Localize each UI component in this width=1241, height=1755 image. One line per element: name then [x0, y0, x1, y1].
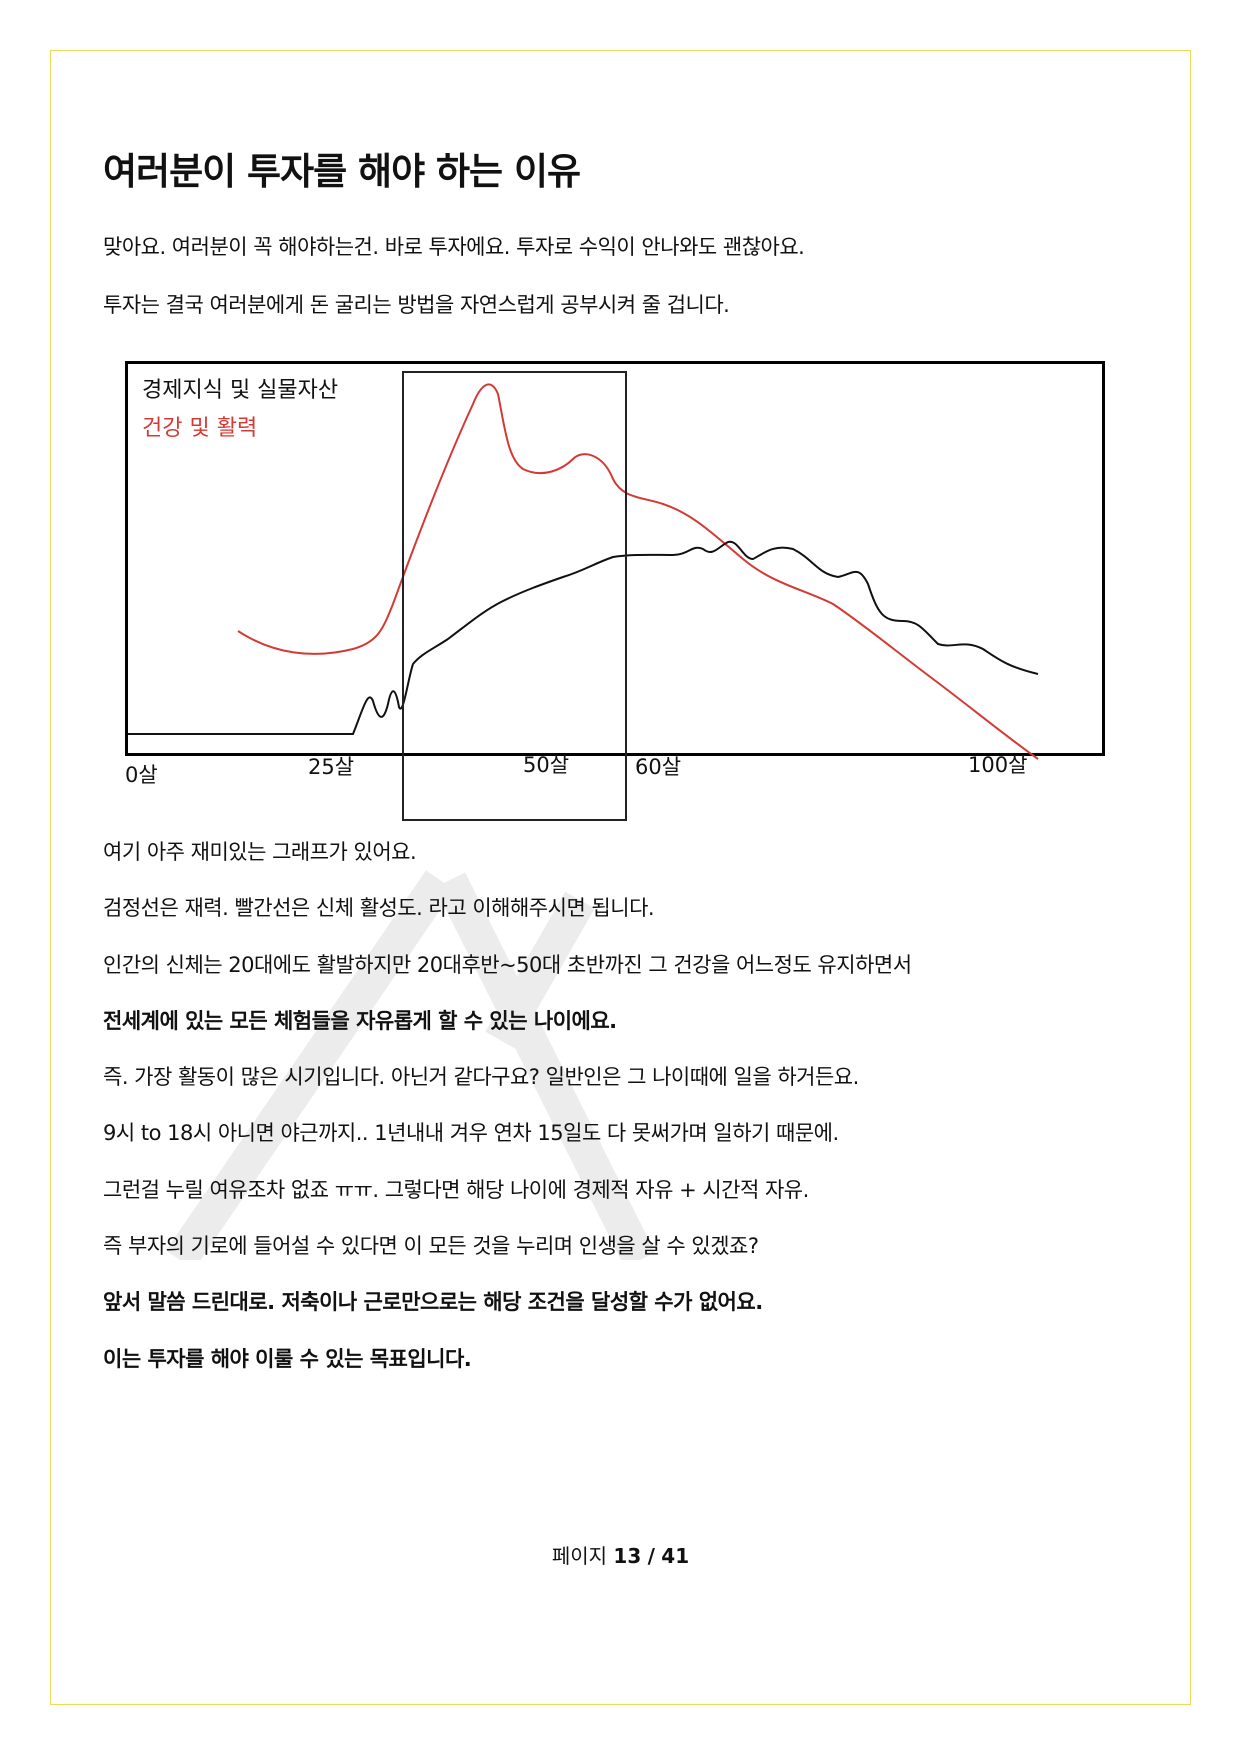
page-title: 여러분이 투자를 해야 하는 이유 — [103, 150, 581, 193]
body-section: 여기 아주 재미있는 그래프가 있어요. 검정선은 재력. 빨간선은 신체 활성… — [103, 839, 1143, 1373]
page-current: 13 — [613, 1544, 642, 1568]
document-content: 여러분이 투자를 해야 하는 이유 맞아요. 여러분이 꼭 해야하는건. 바로 … — [103, 150, 1143, 1402]
body-paragraph: 여기 아주 재미있는 그래프가 있어요. — [103, 839, 417, 864]
body-paragraph: 그런걸 누릴 여유조차 없죠 ㅠㅠ. 그렇다면 해당 나이에 경제적 자유 + … — [103, 1177, 809, 1202]
page-border — [50, 50, 1191, 1705]
x-label: 100살 — [968, 752, 1028, 777]
page-prefix: 페이지 — [551, 1544, 608, 1568]
x-label: 25살 — [308, 754, 355, 779]
body-paragraph: 9시 to 18시 아니면 야근까지.. 1년내내 겨우 연차 15일도 다 못… — [103, 1121, 839, 1146]
body-paragraph: 즉. 가장 활동이 많은 시기입니다. 아닌거 같다구요? 일반인은 그 나이때… — [103, 1065, 859, 1090]
intro-section: 맞아요. 여러분이 꼭 해야하는건. 바로 투자에요. 투자로 수익이 안나와도… — [103, 234, 1143, 319]
body-paragraph-emphasis: 이는 투자를 해야 이룰 수 있는 목표입니다. — [103, 1346, 472, 1371]
body-paragraph-emphasis: 앞서 말씀 드린대로. 저축이나 근로만으로는 해당 조건을 달성할 수가 없어… — [103, 1290, 763, 1315]
chart-plot — [128, 383, 1039, 760]
body-paragraph: 인간의 신체는 20대에도 활발하지만 20대후반~50대 초반까진 그 건강을… — [103, 952, 912, 977]
page-separator: / — [647, 1544, 655, 1568]
page-total: 41 — [661, 1544, 690, 1568]
health-curve — [237, 383, 1039, 760]
highlight-box — [402, 370, 627, 821]
intro-paragraph: 맞아요. 여러분이 꼭 해야하는건. 바로 투자에요. 투자로 수익이 안나와도… — [103, 235, 805, 260]
body-paragraph: 검정선은 재력. 빨간선은 신체 활성도. 라고 이해해주시면 됩니다. — [103, 896, 655, 921]
wealth-curve — [128, 540, 1039, 735]
x-axis-labels: 0살 25살 50살 60살 100살 — [103, 753, 1133, 799]
life-cycle-chart: 경제지식 및 실물자산 건강 및 활력 0살 25살 50살 60살 100살 — [103, 349, 1133, 821]
x-label: 60살 — [635, 754, 682, 779]
legend-health: 건강 및 활력 — [142, 416, 258, 442]
chart-frame: 경제지식 및 실물자산 건강 및 활력 — [125, 360, 1105, 756]
chart-legend: 경제지식 및 실물자산 건강 및 활력 — [142, 372, 338, 449]
intro-paragraph: 투자는 결국 여러분에게 돈 굴리는 방법을 자연스럽게 공부시켜 줄 겁니다. — [103, 292, 730, 317]
x-label: 50살 — [523, 752, 570, 777]
legend-wealth: 경제지식 및 실물자산 — [142, 377, 339, 403]
body-paragraph: 즉 부자의 기로에 들어설 수 있다면 이 모든 것을 누리며 인생을 살 수 … — [103, 1234, 759, 1259]
x-label: 0살 — [125, 762, 158, 787]
page-number: 페이지 13 / 41 — [0, 1540, 1241, 1569]
body-paragraph-emphasis: 전세계에 있는 모든 체험들을 자유롭게 할 수 있는 나이에요. — [103, 1008, 617, 1033]
